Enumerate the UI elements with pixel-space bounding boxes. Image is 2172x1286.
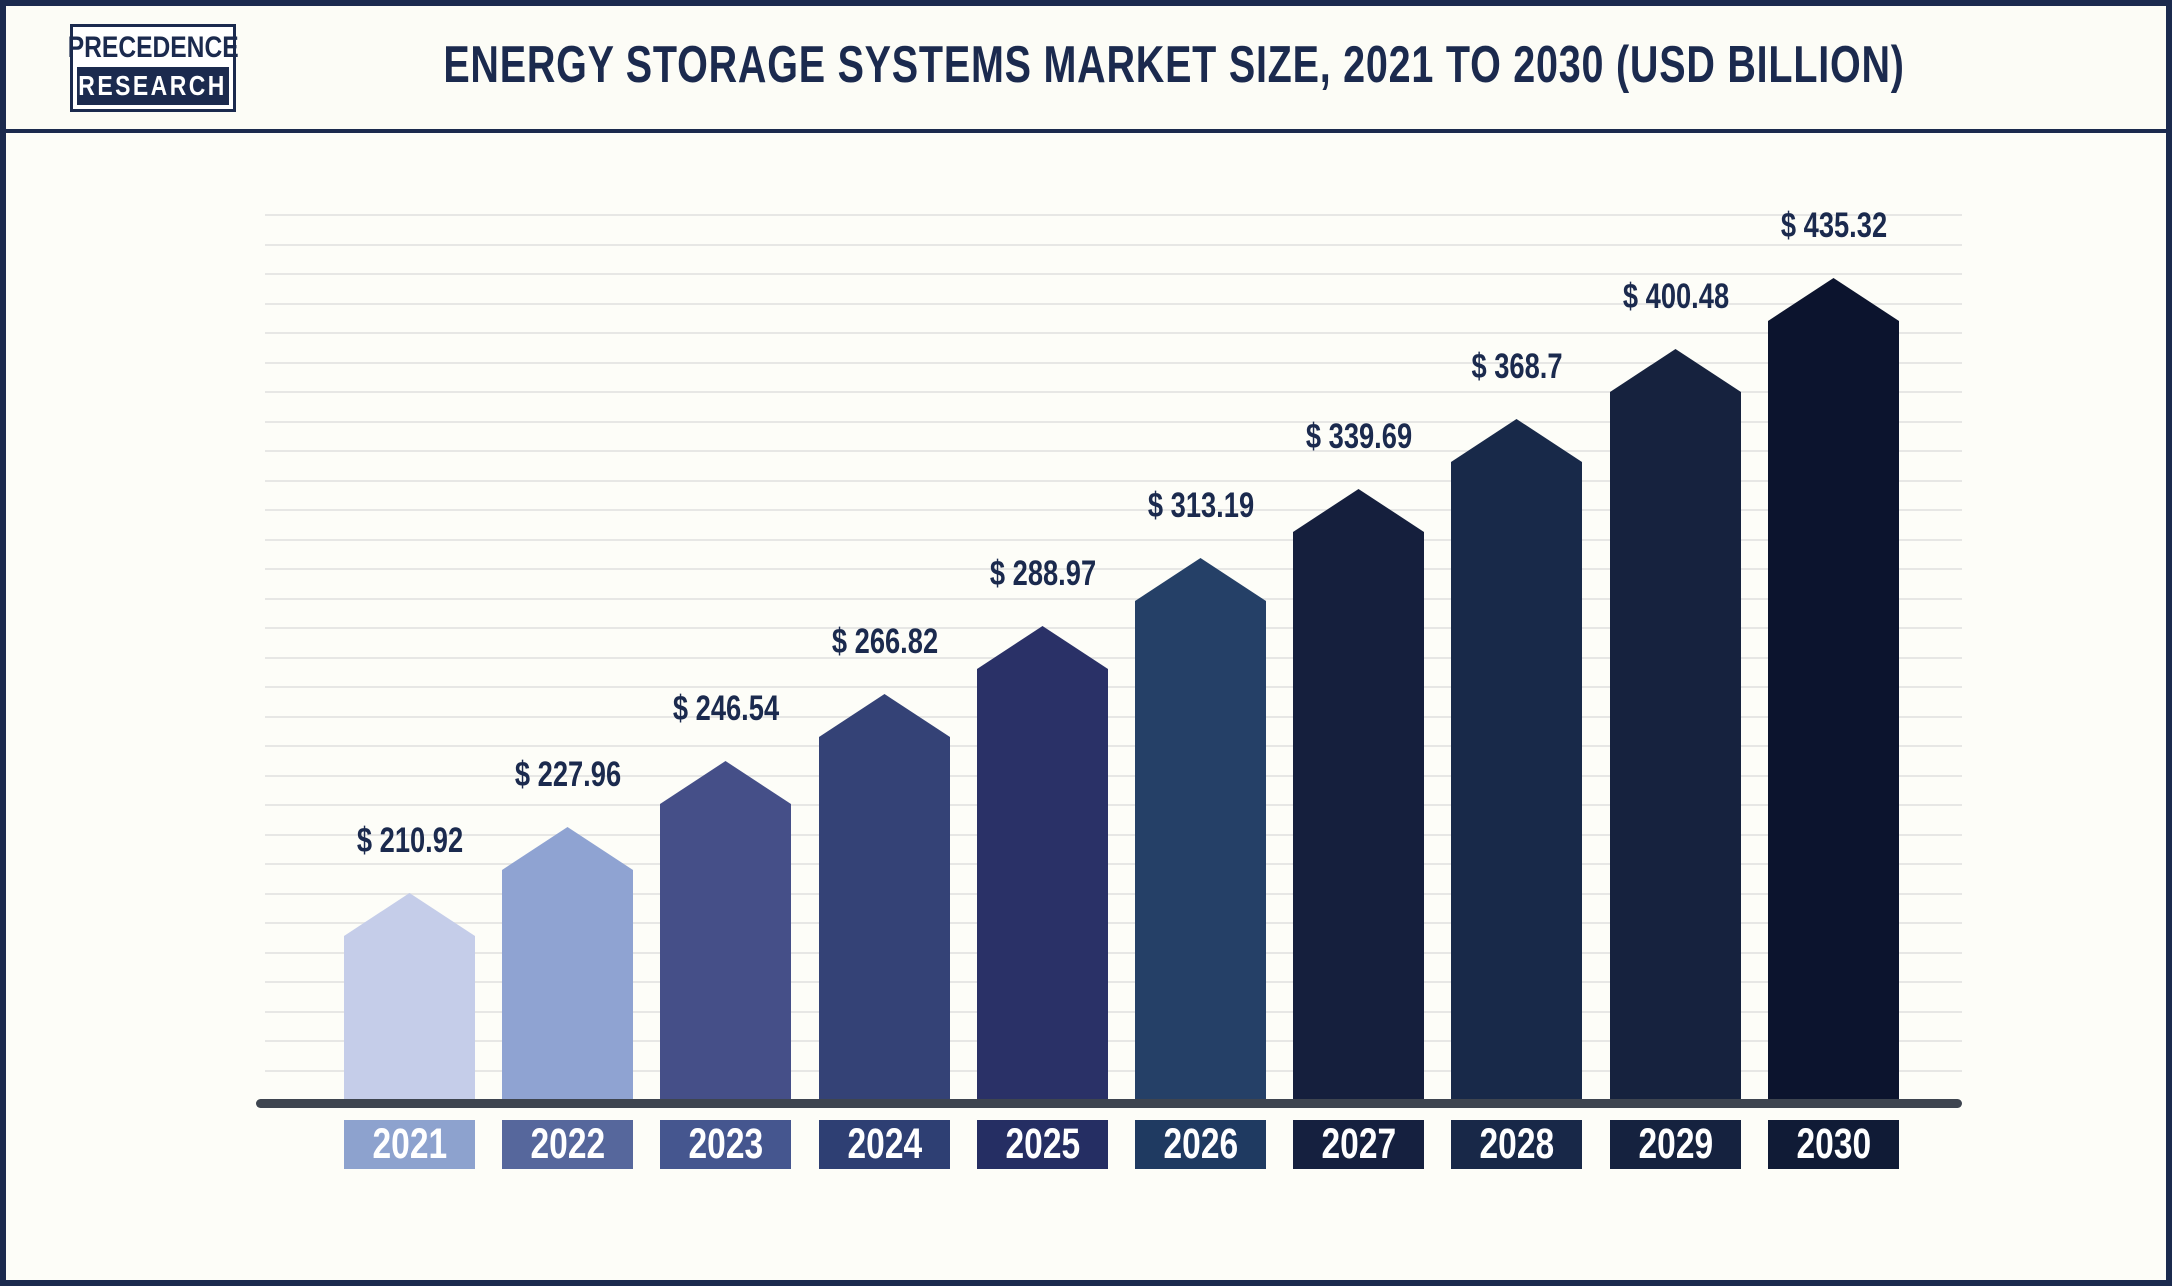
year-label-2024: 2024 — [819, 1120, 950, 1169]
gridline — [265, 243, 1962, 246]
gridline — [265, 1040, 1962, 1042]
bar-value-label-2022: $ 227.96 — [514, 755, 621, 794]
gridline — [265, 715, 1962, 718]
gridline — [265, 863, 1962, 865]
gridline — [265, 1069, 1962, 1072]
gridline — [265, 981, 1962, 983]
bar-value-label-2028: $ 368.7 — [1470, 347, 1563, 386]
year-label-text: 2024 — [847, 1120, 922, 1168]
precedence-research-logo: PRECEDENCE RESEARCH — [68, 24, 239, 112]
gridline — [265, 774, 1962, 777]
bar-value-label-2029: $ 400.48 — [1622, 277, 1729, 316]
year-label-text: 2023 — [688, 1120, 763, 1168]
year-label-2030: 2030 — [1768, 1120, 1899, 1169]
year-label-text: 2029 — [1638, 1120, 1713, 1168]
bar-2029 — [1610, 349, 1741, 1099]
year-label-2025: 2025 — [977, 1120, 1108, 1169]
gridline — [265, 273, 1962, 275]
bar-2022 — [502, 827, 633, 1099]
gridline — [265, 391, 1962, 393]
year-label-2026: 2026 — [1135, 1120, 1266, 1169]
gridline — [265, 332, 1962, 334]
year-label-2021: 2021 — [344, 1120, 475, 1169]
gridline — [265, 627, 1962, 629]
header: PRECEDENCE RESEARCH ENERGY STORAGE SYSTE… — [0, 0, 2172, 133]
gridline — [265, 597, 1962, 600]
gridline — [265, 479, 1962, 482]
bar-value-label-2027: $ 339.69 — [1305, 417, 1412, 456]
gridline — [265, 951, 1962, 954]
bar-2024 — [819, 694, 950, 1099]
year-label-text: 2027 — [1321, 1120, 1396, 1168]
gridline — [265, 420, 1962, 423]
bar-2028 — [1451, 419, 1582, 1099]
bar-2030 — [1768, 278, 1899, 1099]
gridline — [265, 509, 1962, 511]
bar-value-label-2030: $ 435.32 — [1780, 206, 1887, 245]
bar-value-label-2023: $ 246.54 — [672, 689, 779, 728]
bar-2021 — [344, 893, 475, 1099]
year-label-2028: 2028 — [1451, 1120, 1582, 1169]
year-label-text: 2021 — [372, 1120, 447, 1168]
gridline — [265, 922, 1962, 924]
year-label-2027: 2027 — [1293, 1120, 1424, 1169]
bar-2026 — [1135, 558, 1266, 1099]
bar-value-label-2024: $ 266.82 — [831, 622, 938, 661]
year-label-text: 2026 — [1163, 1120, 1238, 1168]
gridline — [265, 568, 1962, 570]
year-label-text: 2025 — [1005, 1120, 1080, 1168]
gridline — [265, 450, 1962, 452]
year-label-text: 2028 — [1479, 1120, 1554, 1168]
gridline — [265, 538, 1962, 541]
gridline — [265, 833, 1962, 836]
year-label-2029: 2029 — [1610, 1120, 1741, 1169]
bar-value-label-2026: $ 313.19 — [1147, 486, 1254, 525]
gridline — [265, 892, 1962, 895]
gridline — [265, 656, 1962, 659]
gridline — [265, 686, 1962, 688]
gridline — [265, 302, 1962, 305]
bar-value-label-2025: $ 288.97 — [989, 554, 1096, 593]
bar-2025 — [977, 626, 1108, 1099]
gridline — [265, 1010, 1962, 1013]
year-label-text: 2030 — [1796, 1120, 1871, 1168]
logo-line1: PRECEDENCE — [67, 31, 239, 64]
gridline — [265, 804, 1962, 806]
logo-band: RESEARCH — [77, 67, 229, 105]
gridline — [265, 361, 1962, 364]
x-axis-baseline — [256, 1099, 1962, 1108]
bar-2023 — [660, 761, 791, 1099]
year-label-text: 2022 — [530, 1120, 605, 1168]
year-label-2022: 2022 — [502, 1120, 633, 1169]
gridline — [265, 745, 1962, 747]
page-title: ENERGY STORAGE SYSTEMS MARKET SIZE, 2021… — [443, 35, 1905, 94]
year-label-2023: 2023 — [660, 1120, 791, 1169]
logo-line2: RESEARCH — [78, 70, 228, 101]
logo-top-row: PRECEDENCE — [68, 29, 239, 67]
bar-value-label-2021: $ 210.92 — [356, 821, 463, 860]
gridline — [265, 214, 1962, 216]
bar-2027 — [1293, 489, 1424, 1099]
